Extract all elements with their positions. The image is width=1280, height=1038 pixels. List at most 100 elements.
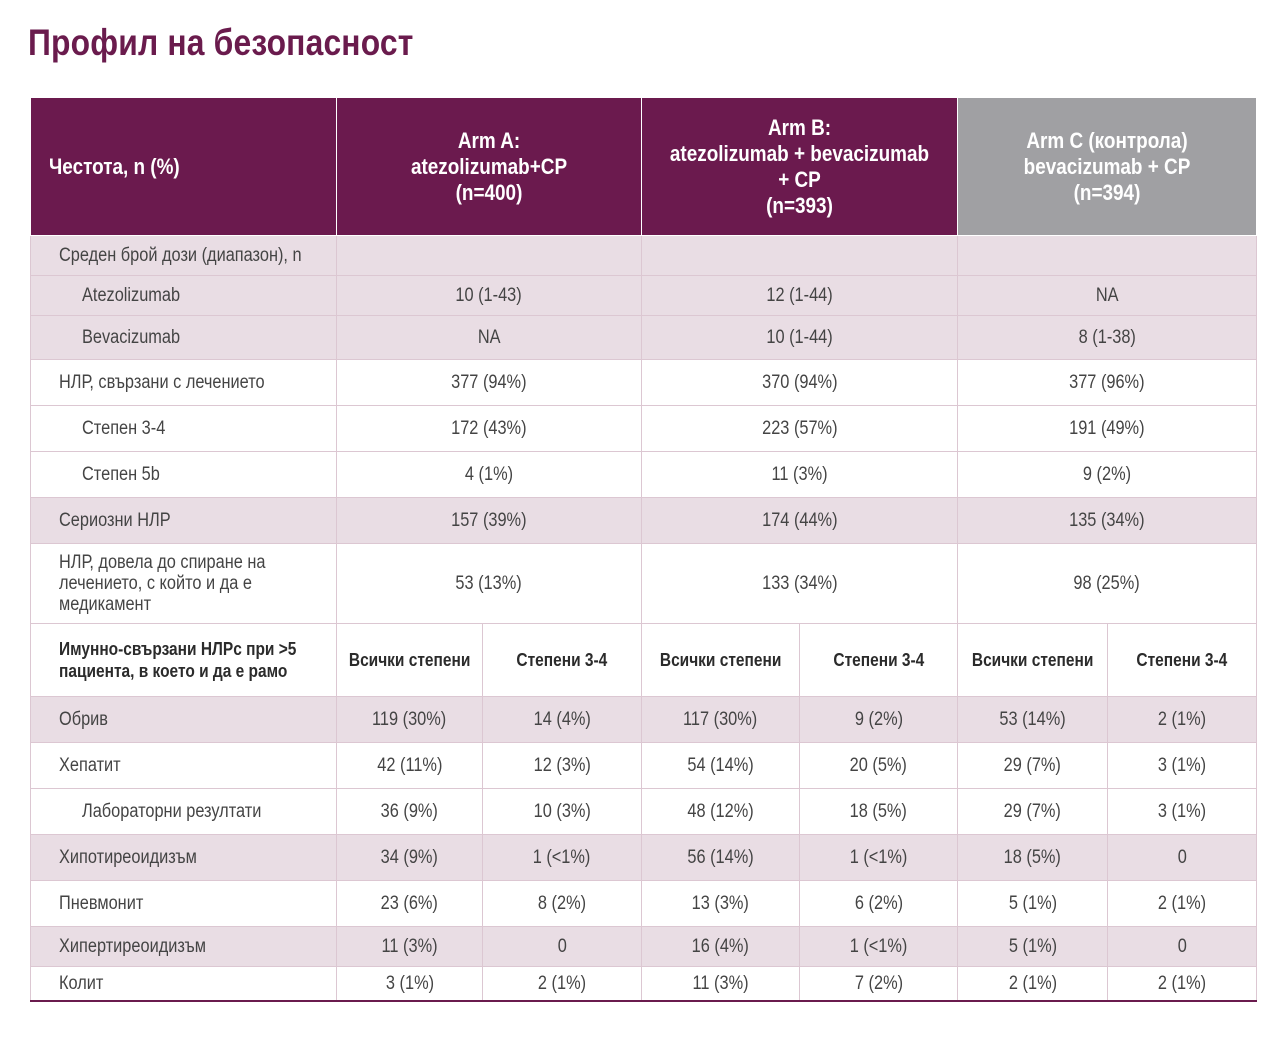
row-label: Пневмонит xyxy=(30,880,337,927)
table-row: Пневмонит 23 (6%) 8 (2%) 13 (3%) 6 (2%) 5 (1%… xyxy=(30,880,1258,927)
row-label: Хипотиреоидизъм xyxy=(30,834,337,881)
arm-a-all-grades-value: 34 (9%) xyxy=(336,834,483,881)
arm-b-grade34-value: 18 (5%) xyxy=(799,788,959,835)
arm-c-value: NA xyxy=(957,275,1258,316)
table-row: Степен 3-4 172 (43%) 223 (57%) 191 (49%) xyxy=(30,405,1258,452)
arm-a-grade34-value: 0 xyxy=(481,926,643,967)
arm-a-all-grades-value: 119 (30%) xyxy=(336,696,483,743)
arm-c-all-grades-value: 5 (1%) xyxy=(957,880,1109,927)
row-label: Atezolizumab xyxy=(30,275,337,316)
arm-a-all-grades-value: 36 (9%) xyxy=(336,788,483,835)
arm-b-value: 10 (1-44) xyxy=(641,315,959,360)
arm-a-grade34-value: 2 (1%) xyxy=(481,966,643,1001)
arm-c-all-grades-header: Всички степени xyxy=(957,623,1109,697)
arm-a-grade34-value: 1 (<1%) xyxy=(481,834,643,881)
table-row: Колит 3 (1%) 2 (1%) 11 (3%) 7 (2%) 2 (1%) 2 (1… xyxy=(30,966,1258,1001)
table-row: Лабораторни резултати 36 (9%) 10 (3%) 48 (1… xyxy=(30,788,1258,835)
arm-a-value: 377 (94%) xyxy=(335,359,643,406)
arm-b-all-grades-value: 13 (3%) xyxy=(641,880,801,927)
table-row: Хепатит 42 (11%) 12 (3%) 54 (14%) 20 (5%) 29 … xyxy=(30,742,1258,789)
table-row: Хипотиреоидизъм 34 (9%) 1 (<1%) 56 (14%) 1 (… xyxy=(30,834,1258,881)
arm-b-grade34-value: 1 (<1%) xyxy=(799,834,959,881)
arm-b-all-grades-value: 48 (12%) xyxy=(641,788,801,835)
arm-c-all-grades-value: 53 (14%) xyxy=(957,696,1109,743)
arm-a-value: 157 (39%) xyxy=(335,497,643,544)
row-label: Хепатит xyxy=(30,742,337,789)
arm-b-value: 12 (1-44) xyxy=(641,275,959,316)
arm-a-value: 10 (1-43) xyxy=(335,275,643,316)
arm-a-all-grades-value: 11 (3%) xyxy=(336,926,483,967)
arm-c-value xyxy=(957,235,1258,276)
row-label: Колит xyxy=(30,966,337,1001)
arm-b-grade34-value: 6 (2%) xyxy=(799,880,959,927)
arm-b-all-grades-value: 117 (30%) xyxy=(641,696,801,743)
arm-c-grade34-value: 2 (1%) xyxy=(1107,966,1258,1001)
arm-c-value: 135 (34%) xyxy=(957,497,1258,544)
arm-c-all-grades-value: 29 (7%) xyxy=(957,742,1109,789)
arm-a-grade34-value: 10 (3%) xyxy=(481,788,643,835)
table-row: НЛР, свързани с лечението 377 (94%) 370 (9… xyxy=(30,359,1258,406)
row-label: Степен 5b xyxy=(30,451,337,498)
immune-subheader-row: Имунно-свързани НЛРс при >5 пациента, в … xyxy=(30,623,1258,697)
arm-b-grade34-value: 20 (5%) xyxy=(799,742,959,789)
arm-c-value: 8 (1-38) xyxy=(957,315,1258,360)
arm-a-all-grades-header: Всички степени xyxy=(336,623,483,697)
arm-c-all-grades-value: 2 (1%) xyxy=(957,966,1109,1001)
arm-b-all-grades-value: 11 (3%) xyxy=(641,966,801,1001)
arm-a-value: NA xyxy=(335,315,643,360)
arm-b-header: Arm B: atezolizumab + bevacizumab + CP (… xyxy=(641,97,959,236)
row-label: Степен 3-4 xyxy=(30,405,337,452)
arm-a-value: 172 (43%) xyxy=(335,405,643,452)
arm-c-header: Arm C (контрола) bevacizumab + CP (n=394… xyxy=(957,97,1258,236)
table-row: Сериозни НЛР 157 (39%) 174 (44%) 135 (34%) xyxy=(30,497,1258,544)
table-row: НЛР, довела до спиране на лечението, с к… xyxy=(30,543,1258,624)
arm-b-all-grades-header: Всички степени xyxy=(641,623,801,697)
arm-c-grade34-value: 3 (1%) xyxy=(1107,788,1258,835)
table-row: Хипертиреоидизъм 11 (3%) 0 16 (4%) 1 (<1%) 5 … xyxy=(30,926,1258,967)
table-row: Bevacizumab NA 10 (1-44) 8 (1-38) xyxy=(30,315,1258,360)
frequency-header: Честота, n (%) xyxy=(30,97,337,236)
row-label: Хипертиреоидизъм xyxy=(30,926,337,967)
arm-b-value: 223 (57%) xyxy=(641,405,959,452)
arm-b-all-grades-value: 54 (14%) xyxy=(641,742,801,789)
header-row: Честота, n (%) Arm A: atezolizumab+CP (n… xyxy=(30,97,1258,236)
table-row: Atezolizumab 10 (1-43) 12 (1-44) NA xyxy=(30,275,1258,316)
arm-a-grade34-value: 12 (3%) xyxy=(481,742,643,789)
arm-b-all-grades-value: 16 (4%) xyxy=(641,926,801,967)
arm-b-value xyxy=(641,235,959,276)
arm-c-grade34-value: 0 xyxy=(1107,834,1258,881)
arm-b-grade34-value: 9 (2%) xyxy=(799,696,959,743)
arm-c-grade34-value: 3 (1%) xyxy=(1107,742,1258,789)
arm-c-grade34-value: 0 xyxy=(1107,926,1258,967)
arm-c-grade34-value: 2 (1%) xyxy=(1107,696,1258,743)
arm-c-grade34-value: 2 (1%) xyxy=(1107,880,1258,927)
arm-c-all-grades-value: 5 (1%) xyxy=(957,926,1109,967)
row-label: НЛР, свързани с лечението xyxy=(30,359,337,406)
arm-b-value: 174 (44%) xyxy=(641,497,959,544)
arm-a-all-grades-value: 3 (1%) xyxy=(336,966,483,1001)
arm-b-grade34-value: 1 (<1%) xyxy=(799,926,959,967)
immune-section-label: Имунно-свързани НЛРс при >5 пациента, в … xyxy=(30,623,337,697)
table-row: Обрив 119 (30%) 14 (4%) 117 (30%) 9 (2%) 53 (… xyxy=(30,696,1258,743)
arm-a-grade34-value: 14 (4%) xyxy=(481,696,643,743)
arm-b-grade34-value: 7 (2%) xyxy=(799,966,959,1001)
arm-b-all-grades-value: 56 (14%) xyxy=(641,834,801,881)
arm-b-grade34-header: Степени 3-4 xyxy=(799,623,959,697)
row-label: Среден брой дози (диапазон), n xyxy=(30,235,337,276)
arm-b-value: 370 (94%) xyxy=(641,359,959,406)
table-row: Степен 5b 4 (1%) 11 (3%) 9 (2%) xyxy=(30,451,1258,498)
arm-c-all-grades-value: 18 (5%) xyxy=(957,834,1109,881)
page-title: Профил на безопасност xyxy=(28,22,414,63)
arm-a-value xyxy=(335,235,643,276)
safety-profile-table: Честота, n (%) Arm A: atezolizumab+CP (n… xyxy=(30,97,1258,1002)
table-row: Среден брой дози (диапазон), n xyxy=(30,235,1258,276)
arm-a-value: 4 (1%) xyxy=(335,451,643,498)
row-label: Обрив xyxy=(30,696,337,743)
arm-c-all-grades-value: 29 (7%) xyxy=(957,788,1109,835)
arm-a-value: 53 (13%) xyxy=(335,543,643,624)
arm-a-all-grades-value: 42 (11%) xyxy=(336,742,483,789)
row-label: Bevacizumab xyxy=(30,315,337,360)
arm-c-value: 98 (25%) xyxy=(957,543,1258,624)
row-label: НЛР, довела до спиране на лечението, с к… xyxy=(30,543,337,624)
arm-c-value: 9 (2%) xyxy=(957,451,1258,498)
